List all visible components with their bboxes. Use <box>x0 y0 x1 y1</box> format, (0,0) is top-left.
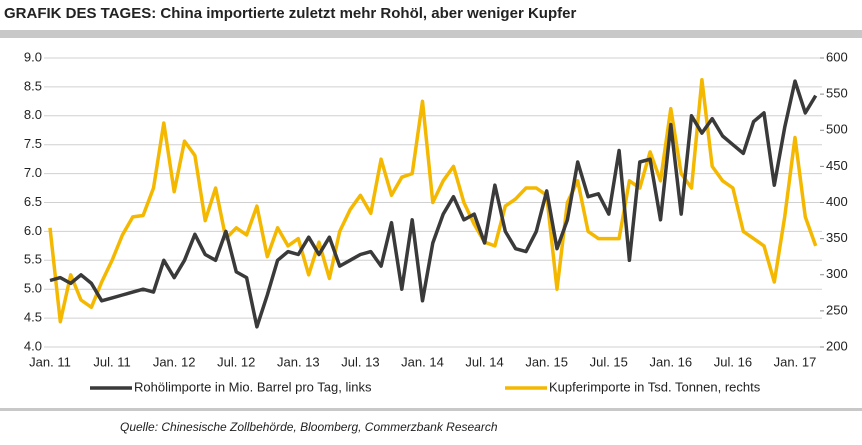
source: Quelle: Chinesische Zollbehörde, Bloombe… <box>120 420 498 434</box>
x-tick-label: Jan. 15 <box>525 354 568 369</box>
y2-tick-label: 400 <box>826 194 848 209</box>
y2-tick-label: 600 <box>826 49 848 64</box>
separator <box>0 408 862 411</box>
y2-tick-label: 500 <box>826 122 848 137</box>
y-tick-label: 8.5 <box>24 78 42 93</box>
x-tick-label: Jul. 12 <box>217 354 255 369</box>
y-tick-label: 8.0 <box>24 107 42 122</box>
x-tick-label: Jul. 11 <box>93 354 130 369</box>
x-tick-label: Jan. 11 <box>29 354 71 369</box>
x-tick-label: Jul. 15 <box>590 354 628 369</box>
y2-tick-label: 450 <box>826 158 848 173</box>
x-tick-label: Jan. 17 <box>774 354 817 369</box>
x-tick-label: Jul. 16 <box>714 354 752 369</box>
y-tick-label: 6.0 <box>24 223 42 238</box>
y-tick-label: 7.5 <box>24 136 42 151</box>
x-tick-label: Jan. 14 <box>401 354 444 369</box>
y2-tick-label: 300 <box>826 266 848 281</box>
legend-label: Kupferimporte in Tsd. Tonnen, rechts <box>549 379 761 394</box>
x-tick-label: Jul. 14 <box>465 354 503 369</box>
x-tick-label: Jul. 13 <box>341 354 379 369</box>
y-tick-label: 7.0 <box>24 165 42 180</box>
y-tick-label: 4.5 <box>24 310 42 325</box>
y2-tick-label: 350 <box>826 230 848 245</box>
legend-label: Rohölimporte in Mio. Barrel pro Tag, lin… <box>134 379 372 394</box>
x-tick-label: Jan. 13 <box>277 354 320 369</box>
separator <box>0 30 862 38</box>
x-tick-label: Jan. 16 <box>650 354 693 369</box>
y-tick-label: 4.0 <box>24 338 42 353</box>
y-tick-label: 6.5 <box>24 194 42 209</box>
y-tick-label: 9.0 <box>24 49 42 64</box>
y-tick-label: 5.0 <box>24 281 42 296</box>
y2-tick-label: 550 <box>826 86 848 101</box>
series-line <box>49 79 818 329</box>
series-line <box>48 77 818 324</box>
y-tick-label: 5.5 <box>24 252 42 267</box>
x-tick-label: Jan. 12 <box>153 354 196 369</box>
y2-tick-label: 200 <box>826 338 848 353</box>
chart-title: GRAFIK DES TAGES: China importierte zule… <box>4 5 576 22</box>
y2-tick-label: 250 <box>826 302 848 317</box>
